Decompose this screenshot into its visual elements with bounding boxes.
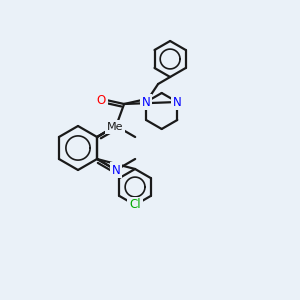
- Text: Me: Me: [107, 122, 123, 132]
- Text: Cl: Cl: [129, 199, 141, 212]
- Text: N: N: [173, 95, 182, 109]
- Text: N: N: [142, 95, 151, 109]
- Text: N: N: [112, 164, 121, 176]
- Text: O: O: [97, 94, 106, 106]
